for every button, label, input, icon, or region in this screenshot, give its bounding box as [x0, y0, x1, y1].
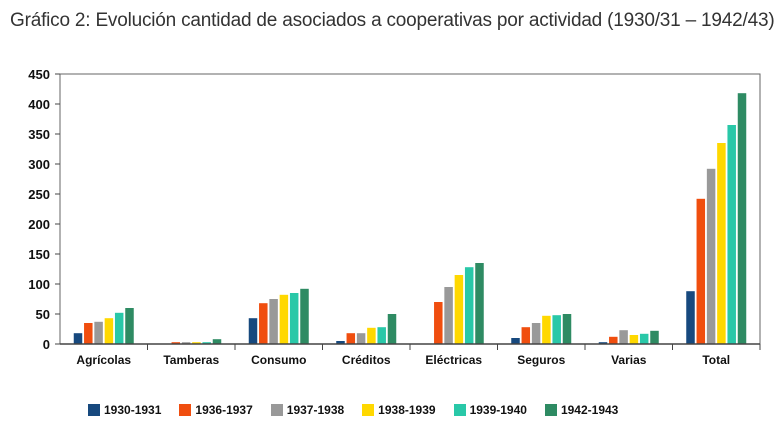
bar-1938-1939-Créditos: [367, 327, 376, 344]
y-axis: 0 50 100 150 200 250 300 350 400 450: [28, 67, 761, 352]
bar-1938-1939-Agrícolas: [104, 318, 114, 344]
bar-1942-1943-Consumo: [300, 288, 309, 344]
bar-1936-1937-Total: [696, 198, 706, 344]
bar-1930-1931-Consumo: [248, 318, 258, 344]
bar-1936-1937-Tamberas: [171, 342, 181, 344]
y-tick-label: 250: [28, 187, 50, 202]
legend-swatch: [270, 404, 283, 416]
bar-1939-1940-Seguros: [552, 315, 561, 344]
y-tick-label: 0: [43, 337, 50, 352]
bar-1937-1938-Varias: [619, 330, 628, 344]
legend-label: 1937-1938: [286, 403, 345, 417]
bar-1937-1938-Agrícolas: [94, 321, 103, 344]
y-tick-label: 50: [36, 307, 50, 322]
x-tick-label: Varias: [611, 353, 647, 367]
legend-item: 1936-1937: [179, 403, 253, 417]
bar-1936-1937-Varias: [609, 336, 618, 344]
bar-1938-1939-Seguros: [542, 315, 551, 344]
plot-frame: [59, 73, 761, 345]
legend-label: 1938-1939: [378, 403, 436, 417]
bar-1937-1938-Seguros: [531, 323, 541, 344]
bar-1936-1937-Agrícolas: [84, 323, 93, 344]
bar-1936-1937-Créditos: [346, 333, 356, 344]
legend-label: 1930-1931: [104, 403, 162, 417]
legend-item: 1938-1939: [362, 403, 436, 417]
bar-1942-1943-Agrícolas: [125, 308, 134, 344]
bar-1930-1931-Varias: [598, 342, 608, 344]
bar-1930-1931-Agrícolas: [73, 333, 83, 344]
bar-1936-1937-Consumo: [259, 303, 268, 344]
legend: 1930-1931 1936-1937 1937-1938 1938-1939 1939…: [88, 403, 636, 417]
y-tick-label: 300: [28, 157, 50, 172]
bar-1930-1931-Seguros: [511, 338, 520, 344]
bar-1930-1931-Total: [686, 291, 695, 344]
bar-1939-1940-Consumo: [289, 293, 299, 344]
legend-item: 1939-1940: [453, 403, 527, 417]
bar-1939-1940-Tamberas: [202, 342, 211, 344]
x-tick-label: Consumo: [251, 353, 306, 367]
bar-1938-1939-Tamberas: [192, 342, 201, 344]
bar-1942-1943-Total: [737, 93, 747, 344]
y-tick-label: 350: [28, 127, 50, 142]
y-tick-label: 450: [28, 67, 50, 82]
bar-1939-1940-Varias: [639, 333, 649, 344]
x-tick-label: Total: [702, 353, 730, 367]
bar-1942-1943-Eléctricas: [475, 263, 484, 344]
y-tick-label: 200: [28, 217, 50, 232]
legend-swatch: [544, 404, 557, 416]
legend-swatch: [362, 404, 375, 416]
y-tick-label: 400: [28, 97, 50, 112]
legend-item: 1930-1931: [88, 403, 161, 417]
y-tick-label: 150: [28, 247, 50, 262]
bar-1930-1931-Créditos: [336, 341, 345, 344]
bar-1936-1937-Seguros: [521, 327, 531, 344]
legend-swatch: [453, 404, 466, 416]
bar-1939-1940-Créditos: [377, 327, 386, 344]
legend-swatch: [88, 404, 100, 416]
legend-label: 1936-1937: [195, 403, 253, 417]
bar-1937-1938-Eléctricas: [444, 287, 453, 344]
bar-1939-1940-Eléctricas: [464, 267, 474, 344]
bar-1937-1938-Créditos: [356, 333, 366, 344]
bar-1937-1938-Consumo: [269, 299, 278, 344]
x-tick-label: Tamberas: [163, 353, 219, 367]
bar-1942-1943-Seguros: [562, 314, 572, 344]
x-tick-label: Seguros: [517, 353, 565, 367]
x-axis: Agrícolas Tamberas Consumo Créditos Eléctric…: [60, 343, 761, 367]
bar-1939-1940-Agrícolas: [114, 312, 124, 344]
legend-label: 1939-1940: [469, 403, 527, 417]
bar-1937-1938-Tamberas: [181, 342, 191, 344]
x-tick-label: Créditos: [342, 353, 391, 367]
legend-label: 1942-1943: [560, 403, 619, 417]
legend-item: 1937-1938: [270, 403, 345, 417]
x-tick-label: Agrícolas: [76, 353, 131, 367]
chart-title: Gráfico 2: Evolución cantidad de asociad…: [10, 10, 775, 31]
y-tick-label: 100: [28, 277, 50, 292]
bar-1938-1939-Varias: [629, 335, 639, 344]
bar-1939-1940-Total: [727, 125, 736, 344]
bar-1938-1939-Total: [717, 143, 726, 344]
legend-swatch: [179, 404, 192, 416]
legend-item: 1942-1943: [544, 403, 619, 417]
bar-1938-1939-Eléctricas: [454, 275, 464, 344]
bar-1938-1939-Consumo: [279, 294, 289, 344]
bar-1942-1943-Varias: [650, 330, 659, 344]
bar-1936-1937-Eléctricas: [434, 302, 443, 344]
bar-1942-1943-Tamberas: [212, 339, 222, 344]
bars: [73, 93, 747, 344]
bar-chart: 0 50 100 150 200 250 300 350 400 450 Agrícolas Tam…: [28, 67, 761, 367]
bar-1942-1943-Créditos: [387, 314, 397, 344]
bar-1937-1938-Total: [706, 168, 716, 344]
x-tick-label: Eléctricas: [425, 353, 482, 367]
